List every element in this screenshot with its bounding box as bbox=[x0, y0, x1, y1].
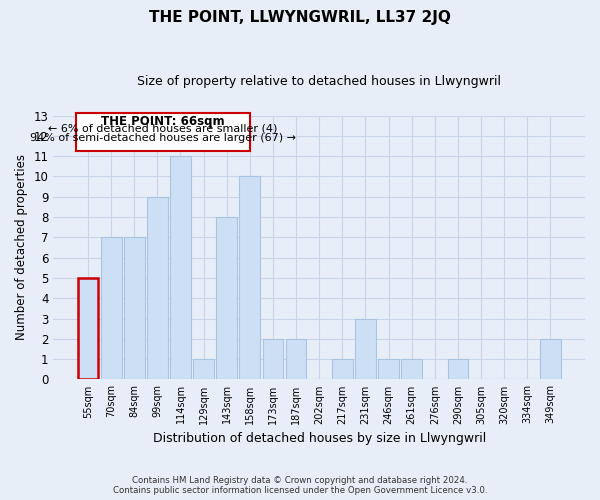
Text: Contains HM Land Registry data © Crown copyright and database right 2024.
Contai: Contains HM Land Registry data © Crown c… bbox=[113, 476, 487, 495]
Bar bbox=[101, 238, 122, 380]
Bar bbox=[77, 278, 98, 380]
Text: ← 6% of detached houses are smaller (4): ← 6% of detached houses are smaller (4) bbox=[49, 124, 278, 134]
Bar bbox=[378, 359, 399, 380]
Bar bbox=[448, 359, 469, 380]
Bar bbox=[263, 339, 283, 380]
Bar bbox=[239, 176, 260, 380]
Title: Size of property relative to detached houses in Llwyngwril: Size of property relative to detached ho… bbox=[137, 75, 501, 88]
X-axis label: Distribution of detached houses by size in Llwyngwril: Distribution of detached houses by size … bbox=[152, 432, 486, 445]
Bar bbox=[217, 217, 237, 380]
Y-axis label: Number of detached properties: Number of detached properties bbox=[15, 154, 28, 340]
Text: THE POINT, LLWYNGWRIL, LL37 2JQ: THE POINT, LLWYNGWRIL, LL37 2JQ bbox=[149, 10, 451, 25]
Bar bbox=[540, 339, 561, 380]
Text: THE POINT: 66sqm: THE POINT: 66sqm bbox=[101, 114, 225, 128]
Bar bbox=[147, 196, 168, 380]
Bar bbox=[170, 156, 191, 380]
Bar bbox=[401, 359, 422, 380]
Bar bbox=[193, 359, 214, 380]
Bar bbox=[355, 318, 376, 380]
Bar bbox=[286, 339, 307, 380]
Bar bbox=[332, 359, 353, 380]
FancyBboxPatch shape bbox=[76, 112, 250, 151]
Bar bbox=[124, 238, 145, 380]
Text: 94% of semi-detached houses are larger (67) →: 94% of semi-detached houses are larger (… bbox=[30, 133, 296, 143]
